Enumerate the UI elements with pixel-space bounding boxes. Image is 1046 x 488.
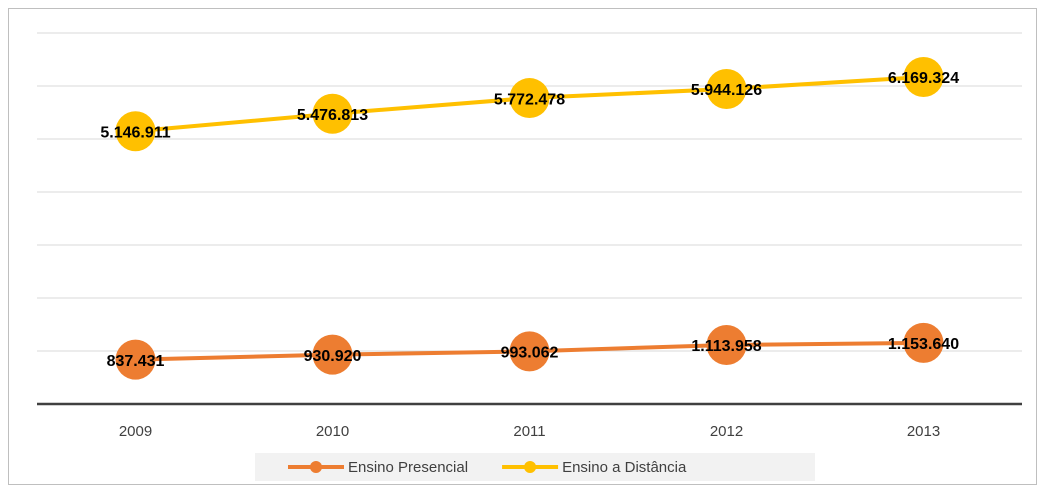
x-tick-label: 2012 <box>710 423 743 440</box>
legend-label: Ensino a Distância <box>562 459 687 476</box>
point <box>312 93 353 134</box>
point <box>706 324 747 365</box>
point <box>903 322 944 363</box>
x-tick-label: 2010 <box>316 423 349 440</box>
x-tick-label: 2013 <box>907 423 940 440</box>
data-label: 6.169.324 <box>888 70 959 87</box>
point <box>509 331 550 372</box>
point <box>115 339 156 380</box>
legend-marker <box>524 461 537 473</box>
x-tick-label: 2009 <box>119 423 152 440</box>
data-label: 5.476.813 <box>297 107 368 124</box>
point <box>115 111 156 152</box>
data-label: 5.146.911 <box>100 124 170 141</box>
legend-marker <box>310 461 322 473</box>
data-label: 930.920 <box>304 348 362 365</box>
point <box>706 68 747 109</box>
data-label: 993.062 <box>501 345 559 362</box>
point <box>509 78 550 119</box>
point <box>903 57 944 98</box>
x-tick-label: 2011 <box>513 423 545 440</box>
data-label: 5.772.478 <box>494 91 565 108</box>
point <box>312 334 353 375</box>
data-label: 1.113.958 <box>691 338 761 355</box>
data-label: 837.431 <box>107 353 165 370</box>
data-label: 1.153.640 <box>888 336 959 353</box>
legend-label: Ensino Presencial <box>348 459 468 476</box>
data-label: 5.944.126 <box>691 82 762 99</box>
